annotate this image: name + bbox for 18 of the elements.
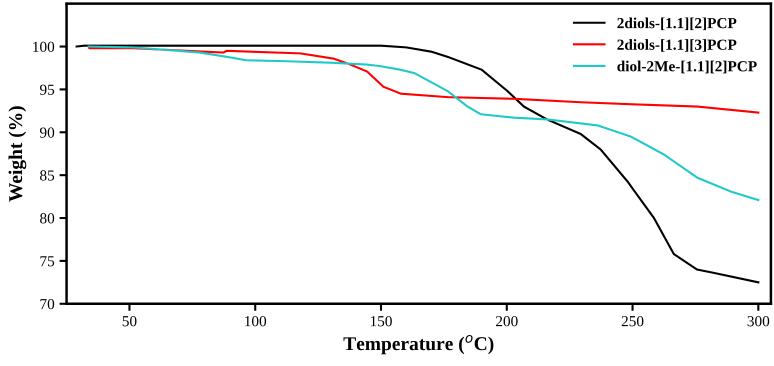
- y-tick-label: 80: [40, 213, 54, 224]
- y-tick-label: 95: [40, 84, 54, 95]
- legend-label: 2diols-[1.1][3]PCP: [617, 39, 736, 52]
- x-tick-label: 150: [370, 316, 392, 326]
- y-tick-label: 75: [40, 256, 54, 266]
- y-tick-label: 90: [40, 127, 54, 138]
- y-axis-title: Weight (%): [8, 106, 26, 202]
- x-tick-label: 250: [622, 316, 644, 326]
- x-tick-label: 300: [748, 316, 770, 326]
- x-tick-label: 50: [122, 316, 137, 326]
- x-tick-label: 100: [245, 316, 266, 326]
- y-tick-label: 85: [40, 170, 54, 181]
- legend-label: diol-2Me-[1.1][2]PCP: [617, 60, 757, 74]
- legend-label: 2diols-[1.1][2]PCP: [617, 18, 736, 30]
- y-tick-label: 70: [40, 298, 54, 310]
- x-axis-title: Temperature ($^{o}$C): [343, 334, 494, 354]
- x-tick-label: 200: [496, 316, 518, 326]
- y-tick-label: 100: [33, 42, 54, 52]
